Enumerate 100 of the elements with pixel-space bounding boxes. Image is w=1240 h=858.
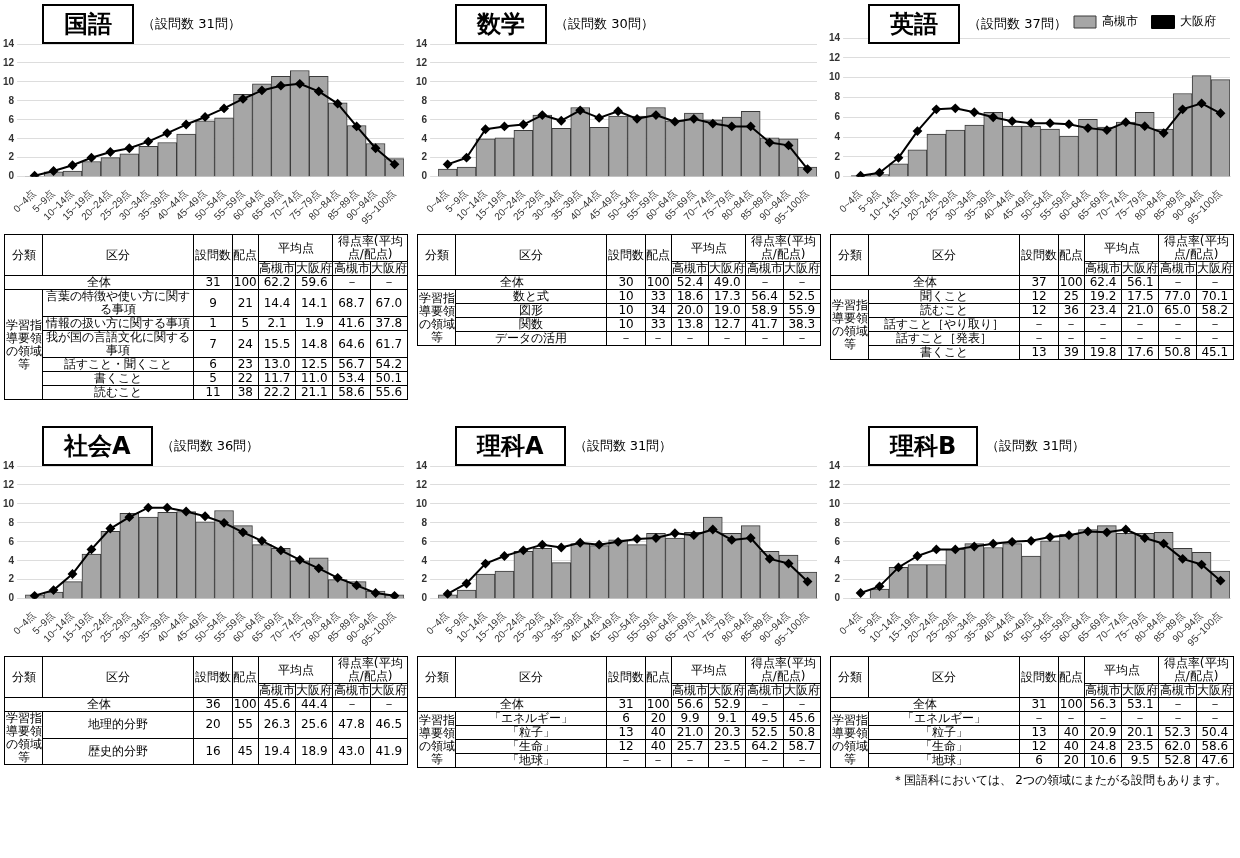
point (689, 114, 699, 124)
text: 学習指導要領の領域等 (831, 712, 868, 766)
text: 全体 (913, 697, 938, 711)
text: 56.7 (338, 357, 365, 371)
text: 100 (233, 697, 257, 711)
text: 41.7 (751, 317, 778, 331)
text: 「生命」 (920, 739, 969, 753)
point (893, 562, 903, 572)
text: － (345, 697, 358, 711)
point (1045, 532, 1055, 542)
y-tick-label: 4 (834, 130, 841, 142)
text: 36 (1063, 303, 1079, 317)
text: 40 (650, 739, 666, 753)
text: 高槻市 (1159, 683, 1196, 697)
point (371, 588, 381, 598)
y-tick-label: 8 (421, 94, 428, 106)
text: 高槻市 (333, 261, 370, 275)
point (1083, 123, 1093, 133)
text: 大阪府 (296, 683, 333, 697)
text: 50.8 (1164, 345, 1191, 359)
y-tick-label: 6 (834, 535, 841, 547)
point (352, 121, 362, 131)
text: 47.6 (1201, 753, 1229, 767)
legend-label: 大阪府 (1180, 14, 1216, 29)
point (1178, 104, 1188, 114)
text: － (795, 753, 808, 767)
text: 37.8 (375, 316, 403, 330)
text: 区分 (106, 247, 131, 262)
text: － (758, 753, 771, 767)
point (931, 544, 941, 554)
text: 得点率(平均点/配点) (750, 656, 816, 683)
text: － (1171, 331, 1184, 345)
text: － (1134, 711, 1147, 725)
chart-subtitle: （設問数 36問） (160, 437, 260, 455)
text: 配点 (233, 669, 258, 684)
point (651, 110, 661, 120)
text: 平均点 (1103, 240, 1140, 255)
chart-title: 社会A (42, 426, 153, 466)
text: 学習指導要領の領域等 (831, 297, 868, 351)
y-tick-label: 8 (834, 91, 841, 103)
text: 高槻市 (672, 683, 708, 697)
point (219, 103, 229, 113)
text: 学習指導要領の領域等 (5, 317, 42, 371)
text: 高槻市 (1085, 683, 1121, 697)
chart-title: 国語 (42, 4, 134, 44)
point (1064, 119, 1074, 129)
point (257, 536, 267, 546)
point (238, 94, 248, 104)
text: 16 (205, 743, 221, 758)
text: 平均点 (1103, 662, 1140, 677)
text: 70.1 (1201, 289, 1229, 303)
text: 6 (1035, 753, 1043, 767)
point (105, 147, 115, 157)
text: 配点 (233, 247, 258, 262)
text: 13.0 (263, 357, 291, 371)
text: データの活用 (495, 331, 568, 345)
text: 高槻市 (1159, 261, 1196, 275)
y-tick-label: 4 (8, 554, 15, 566)
text: 31 (1031, 697, 1047, 711)
point (143, 503, 153, 513)
text: 10.6 (1089, 753, 1117, 767)
text: － (652, 331, 665, 345)
text: 17.3 (713, 289, 741, 303)
point (518, 545, 528, 555)
text: － (721, 331, 734, 345)
text: 11.0 (300, 371, 328, 385)
text: 13 (1031, 345, 1047, 359)
text: 23.4 (1089, 303, 1117, 317)
text: 65.0 (1164, 303, 1191, 317)
point (86, 544, 96, 554)
text: 平均点 (277, 240, 314, 255)
text: 読むこと (920, 303, 969, 317)
text: 58.7 (788, 739, 816, 753)
text: 37 (1031, 275, 1047, 289)
text: 25.7 (676, 739, 704, 753)
text: ＊国語科においては、 2つの領域にまたがる設問もあります。 (890, 772, 1228, 789)
text: 100 (1059, 275, 1083, 289)
text: － (1065, 331, 1078, 345)
chart-subtitle: （設問数 31問） (986, 437, 1085, 455)
text: － (345, 275, 358, 289)
text: 分類 (11, 247, 36, 262)
text: 話すこと・聞くこと (64, 357, 173, 371)
text: 61.7 (375, 336, 403, 351)
text: 書くこと (94, 371, 143, 385)
text: 2.1 (267, 316, 287, 330)
point (1102, 125, 1112, 135)
point (371, 143, 381, 153)
text: 平均点 (690, 240, 727, 255)
point (613, 106, 623, 116)
y-tick-label: 0 (834, 592, 841, 604)
text: 13.8 (676, 317, 704, 331)
y-tick-label: 14 (416, 37, 428, 49)
point (969, 107, 979, 117)
point (746, 121, 756, 131)
text: － (1065, 317, 1078, 331)
text: 20 (205, 717, 221, 732)
text: 9.1 (717, 711, 737, 725)
text: － (1033, 317, 1046, 331)
text: 設問数 (195, 669, 232, 684)
y-tick-label: 0 (421, 592, 428, 604)
